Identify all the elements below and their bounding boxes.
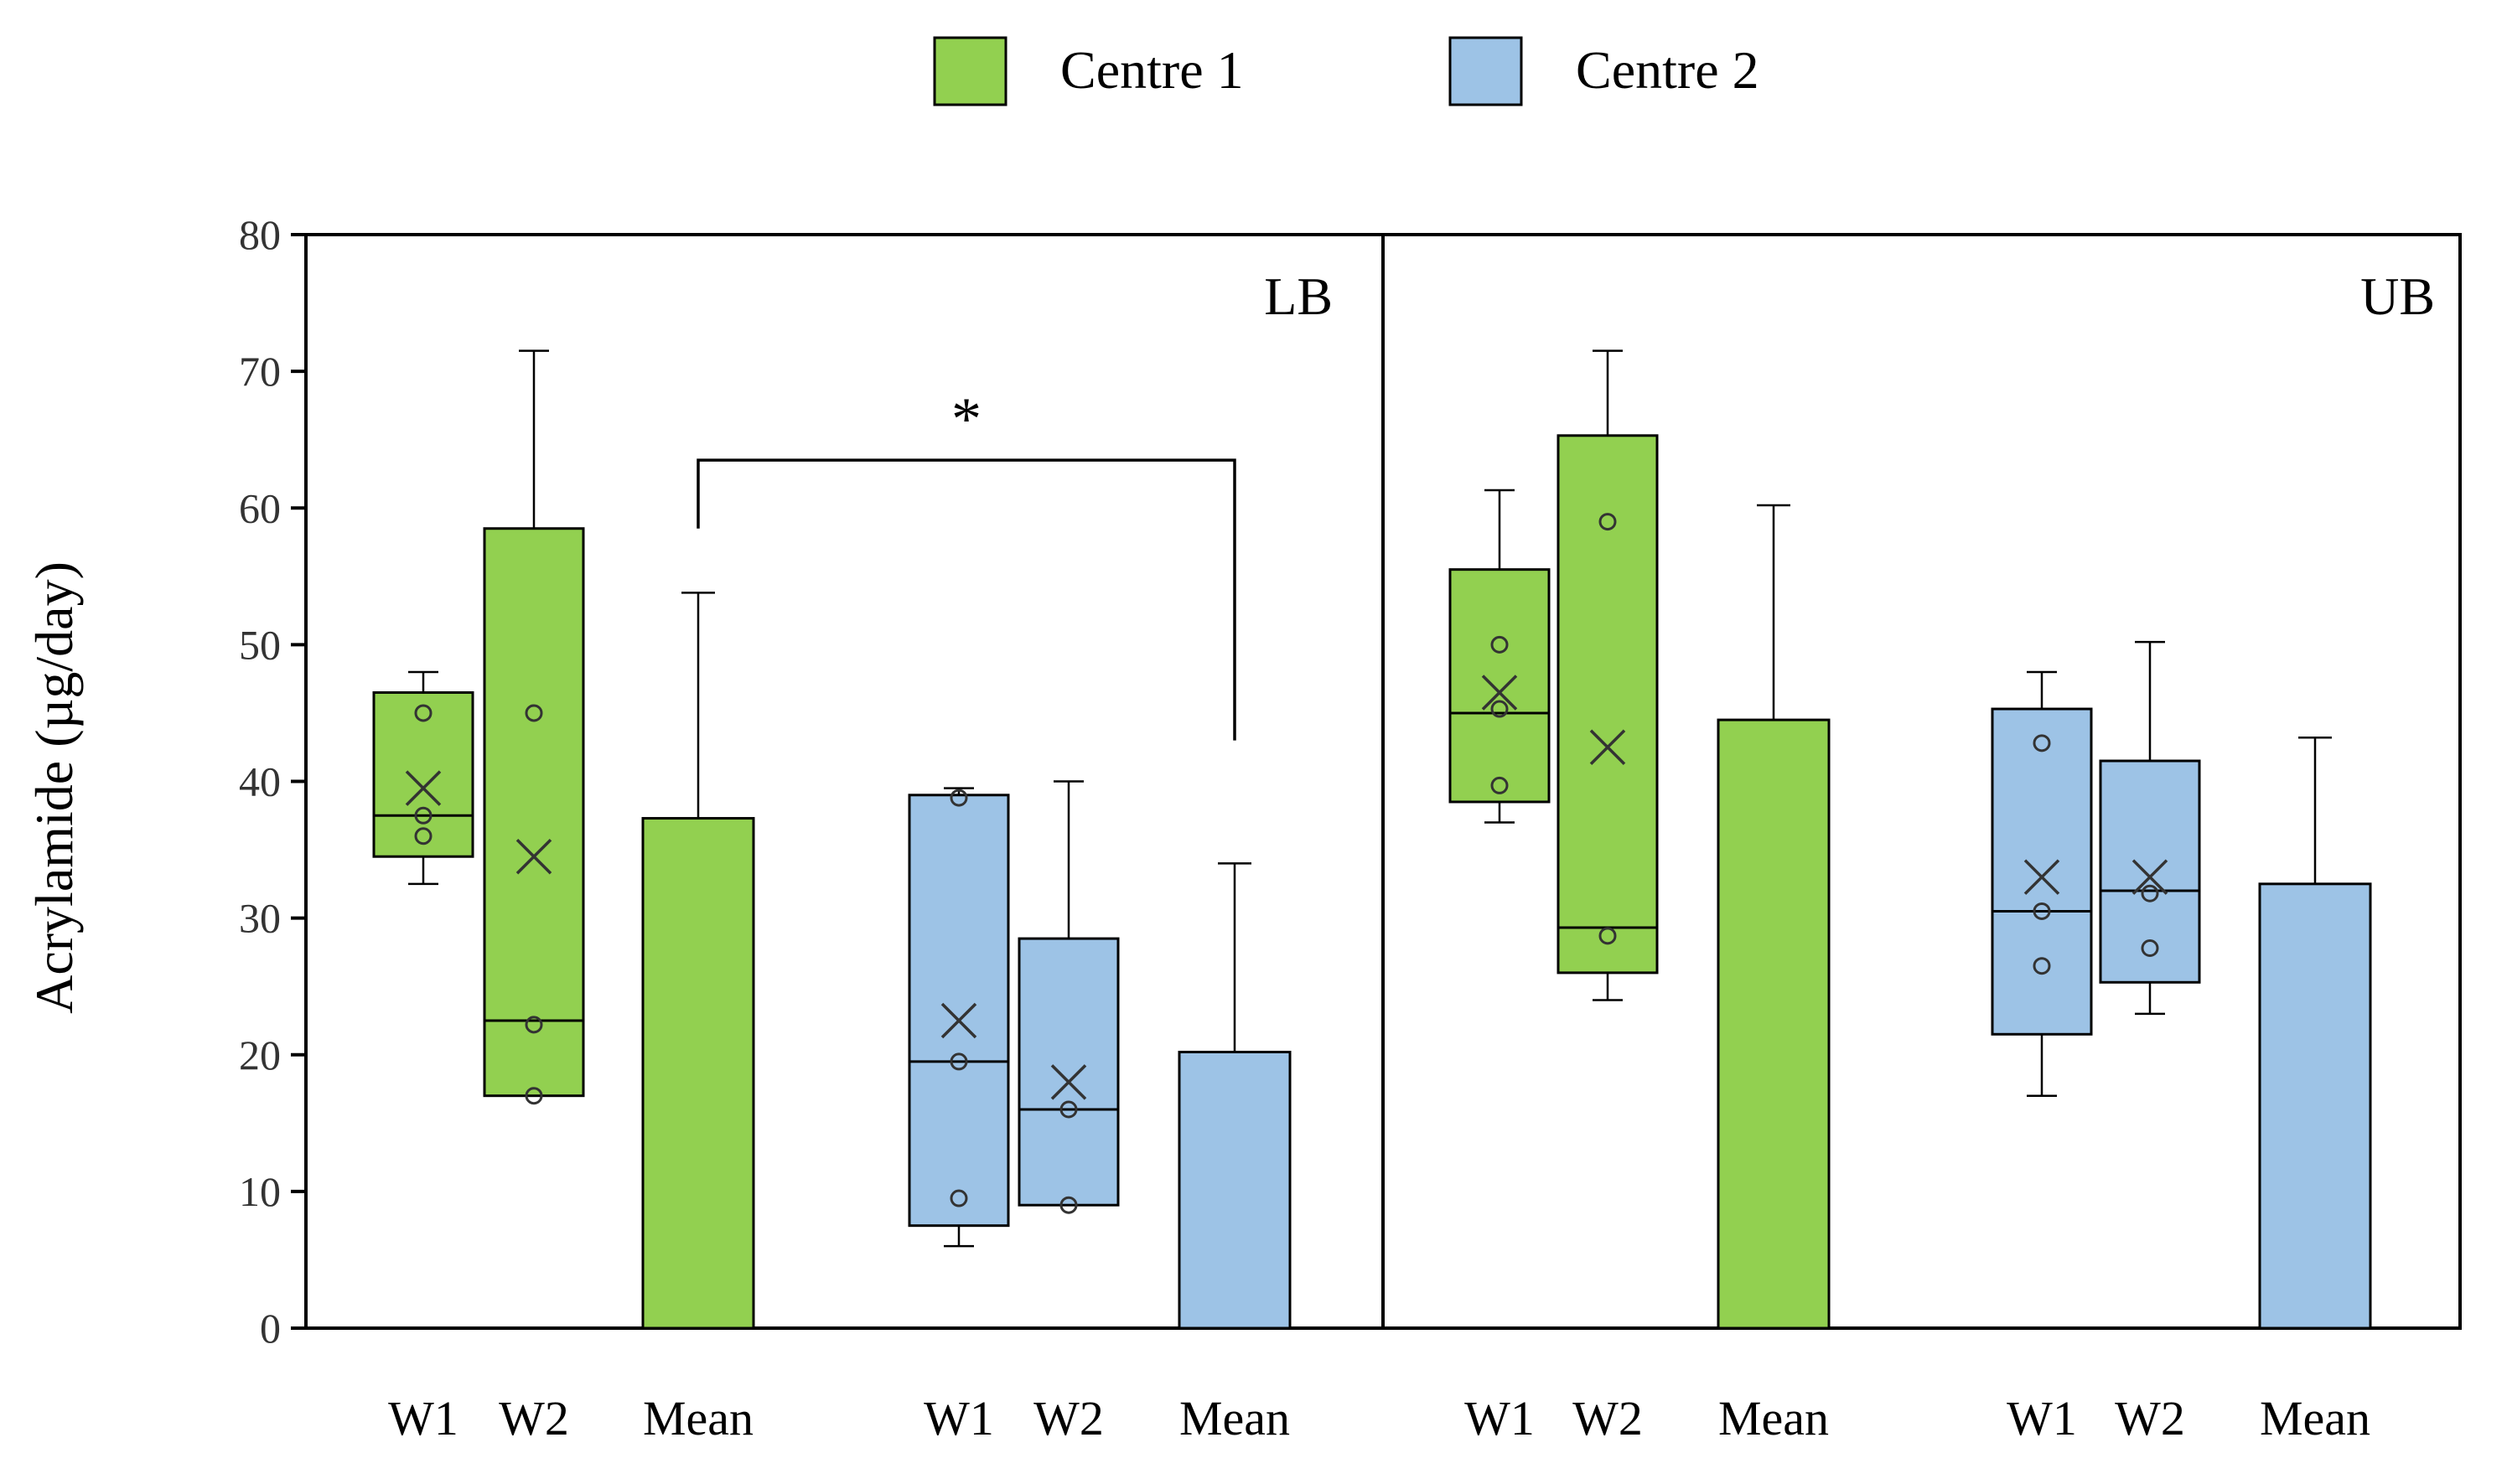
x-tick-label: W1 (1464, 1391, 1535, 1445)
series-item (1992, 672, 2091, 1096)
x-tick-label: Mean (1179, 1391, 1290, 1445)
series-item (1450, 490, 1549, 822)
panel-label: LB (1264, 266, 1333, 326)
x-tick-label: Mean (2260, 1391, 2370, 1445)
box (1019, 938, 1118, 1205)
series-item (374, 672, 473, 884)
box (2100, 761, 2199, 982)
legend-label: Centre 1 (1060, 40, 1244, 100)
x-tick-label: W2 (499, 1391, 569, 1445)
x-tick-label: W2 (1572, 1391, 1643, 1445)
y-tick-label: 0 (260, 1305, 281, 1352)
series-item (484, 351, 583, 1104)
x-tick-label: W1 (924, 1391, 994, 1445)
box (484, 529, 583, 1096)
x-tick-label: W1 (2007, 1391, 2077, 1445)
bracket-line (698, 460, 1235, 740)
y-tick-label: 40 (239, 758, 281, 805)
plot-area: LB W1 W2 Mean W1 W2 Mean * UB W1 W2 Mean W1 W2 Mean (306, 235, 2460, 1445)
x-tick-label: Mean (643, 1391, 754, 1445)
x-tick-label: Mean (1718, 1391, 1829, 1445)
legend-swatch (935, 38, 1006, 105)
y-tick-label: 10 (239, 1168, 281, 1215)
box (1450, 570, 1549, 802)
legend-label: Centre 2 (1576, 40, 1759, 100)
series-item (1718, 505, 1829, 1328)
series-item (2260, 737, 2370, 1328)
significance-label: * (951, 385, 982, 452)
legend-swatch (1450, 38, 1521, 105)
panel-lb: LB W1 W2 Mean W1 W2 Mean * (374, 266, 1333, 1445)
series-item (643, 592, 754, 1328)
legend: Centre 1 Centre 2 (935, 38, 1759, 105)
series-item (1179, 863, 1290, 1328)
series-item (909, 789, 1008, 1246)
x-tick-label: W1 (388, 1391, 458, 1445)
y-tick-label: 20 (239, 1032, 281, 1078)
y-tick-label: 80 (239, 211, 281, 258)
y-tick-label: 50 (239, 621, 281, 668)
y-tick-label: 70 (239, 348, 281, 395)
box (909, 795, 1008, 1226)
panel-ub: UB W1 W2 Mean W1 W2 Mean (1450, 266, 2435, 1445)
y-axis-label: Acrylamide (µg/day) (24, 561, 84, 1014)
y-tick-label: 30 (239, 895, 281, 942)
significance-bracket: * (698, 385, 1235, 740)
box (1558, 436, 1657, 973)
mean-bar (1718, 720, 1829, 1328)
x-tick-label: W2 (1033, 1391, 1104, 1445)
series-item (1558, 351, 1657, 1001)
y-tick-label: 60 (239, 484, 281, 531)
panel-label: UB (2360, 266, 2435, 326)
box (1992, 709, 2091, 1034)
box (374, 692, 473, 856)
mean-bar (1179, 1052, 1290, 1328)
x-tick-label: W2 (2115, 1391, 2185, 1445)
series-item (2100, 642, 2199, 1014)
y-axis: 0 10 20 30 40 50 60 70 80 (239, 211, 306, 1352)
series-item (1019, 782, 1118, 1213)
mean-bar (2260, 884, 2370, 1328)
mean-bar (643, 819, 754, 1328)
chart: Centre 1 Centre 2 Acrylamide (µg/day) 0 10… (0, 0, 2507, 1484)
